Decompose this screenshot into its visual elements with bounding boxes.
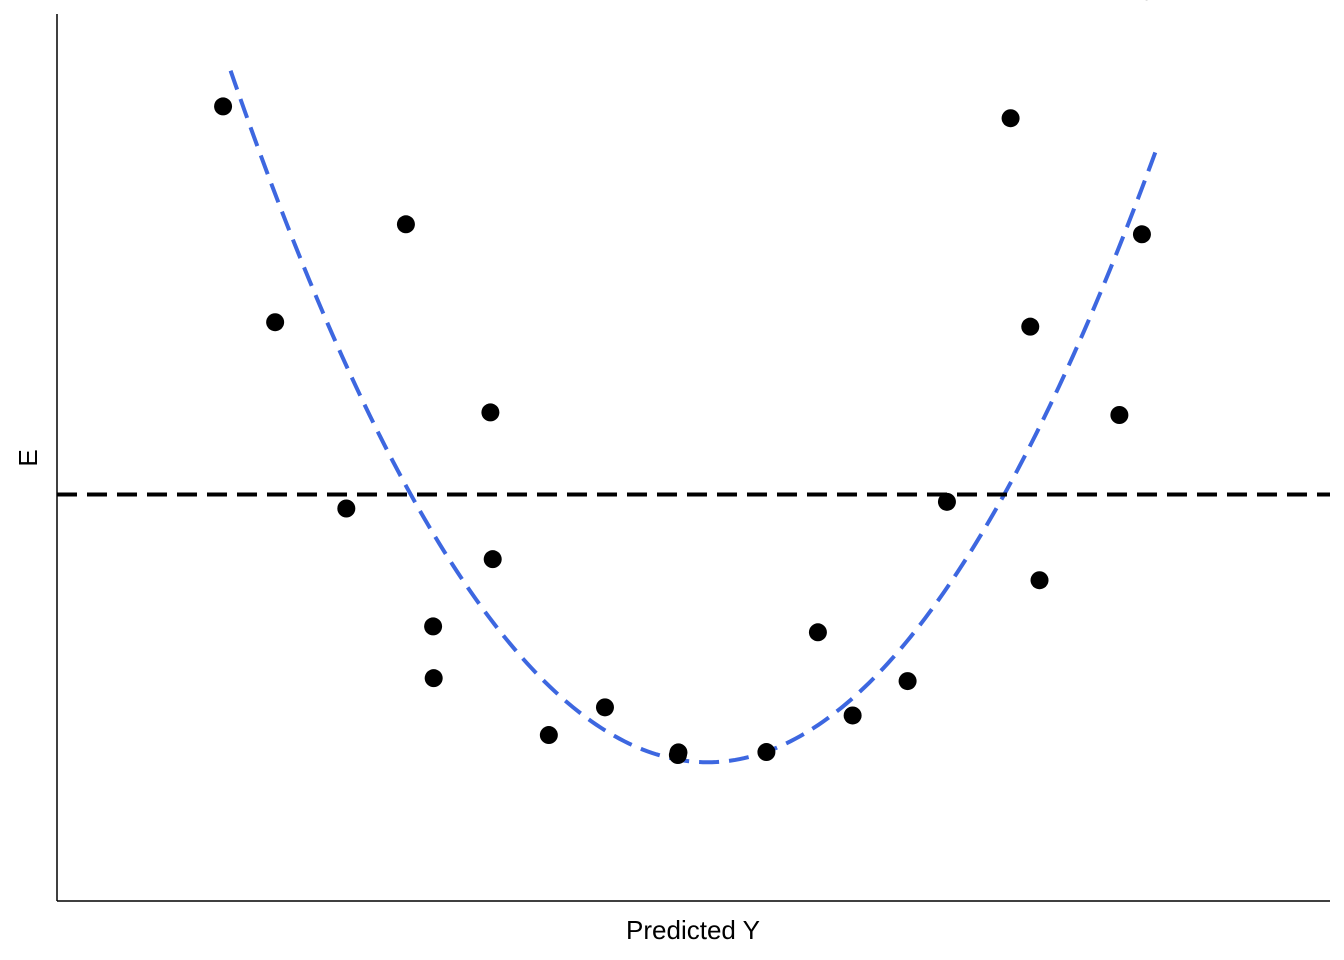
data-point-9 (483, 550, 502, 569)
data-point-16 (843, 706, 862, 725)
data-point-4 (337, 499, 356, 518)
data-point-15 (808, 623, 827, 642)
curve-layer (228, 70, 1159, 765)
data-point-20 (1021, 317, 1040, 336)
data-point-3 (266, 313, 285, 332)
data-point-13 (669, 743, 688, 762)
data-point-23 (1132, 225, 1151, 244)
points-layer (214, 0, 1151, 765)
y-axis-title: E (13, 449, 43, 466)
data-point-19 (1001, 109, 1020, 128)
data-point-8 (481, 403, 500, 422)
data-point-22 (1110, 406, 1129, 424)
x-axis-title: Predicted Y (626, 915, 760, 945)
data-point-18 (937, 492, 956, 511)
data-point-2 (214, 97, 233, 116)
fitted-curve (228, 70, 1159, 765)
data-point-11 (595, 698, 614, 717)
data-point-6 (424, 617, 443, 636)
data-point-5 (396, 215, 415, 234)
data-point-21 (1030, 571, 1049, 590)
data-point-7 (424, 669, 443, 688)
data-point-17 (898, 672, 917, 691)
data-point-10 (539, 726, 558, 745)
data-point-14 (757, 743, 776, 762)
